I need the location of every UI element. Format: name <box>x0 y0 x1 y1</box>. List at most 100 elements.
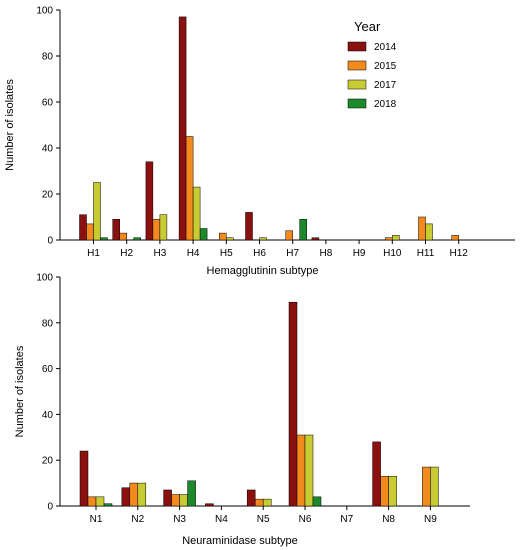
bar-2017-N5 <box>262 498 272 507</box>
bar-2015-H4 <box>185 136 194 241</box>
y-tick-label: 60 <box>42 364 54 375</box>
y-tick-label: 0 <box>47 502 53 513</box>
legend-label: 2015 <box>374 61 397 72</box>
bar-2017-H6 <box>259 237 267 241</box>
hemagglutinin-chart: 0 20 40 60 80 100 H1 H2 H3 H4 H5 H6 H7 H8 H9 H10 H11 H12 H… <box>4 6 515 277</box>
x-tick-label: H5 <box>220 248 233 259</box>
y-axis-title: Number of isolates <box>14 345 26 437</box>
x-tick-label: N6 <box>299 514 312 525</box>
bar-2015-N5 <box>254 498 264 507</box>
y-tick-label: 20 <box>42 190 54 201</box>
bar-2017-N6 <box>304 434 314 507</box>
legend-label: 2017 <box>374 80 397 91</box>
bar-2017-N1 <box>95 496 105 507</box>
bar-2017-H5 <box>226 237 234 241</box>
bar-2017-H11 <box>425 223 433 241</box>
x-tick-label: H9 <box>353 248 366 259</box>
bar-2014-H6 <box>245 212 253 241</box>
bar-2018-H2 <box>133 237 141 241</box>
y-axis-title: Number of isolates <box>4 79 16 171</box>
x-tick-label: H2 <box>120 248 133 259</box>
x-tick-label: N1 <box>90 514 103 525</box>
y-tick-label: 0 <box>47 236 53 247</box>
bar-2014-N4 <box>205 503 214 507</box>
bar-2014-N5 <box>246 489 256 507</box>
bar-2018-H4 <box>199 228 208 241</box>
bar-2017-H4 <box>192 186 201 241</box>
bar-2015-H10 <box>385 237 393 241</box>
y-tick-label: 100 <box>36 273 53 284</box>
bar-2014-N3 <box>163 489 172 507</box>
x-tick-label: N5 <box>257 514 270 525</box>
bar-2017-H1 <box>93 182 101 241</box>
bar-2017-H10 <box>392 235 400 241</box>
legend-swatch-2014 <box>347 41 367 52</box>
bar-2015-N6 <box>296 434 306 507</box>
y-tick-label: 60 <box>42 98 54 109</box>
bar-2014-N1 <box>79 450 89 507</box>
x-tick-label: N2 <box>131 514 144 525</box>
legend: Year 2014 2015 2017 2018 <box>347 19 397 110</box>
bar-2015-H2 <box>119 232 127 241</box>
bar-2015-H5 <box>219 232 227 241</box>
bar-2014-N6 <box>288 301 298 507</box>
legend-swatch-2015 <box>347 60 367 71</box>
bar-2015-N9 <box>422 466 431 507</box>
bar-2018-N1 <box>103 503 113 507</box>
y-tick-label: 80 <box>42 52 54 63</box>
bar-2015-H1 <box>86 223 94 241</box>
bar-2018-H7 <box>299 219 307 241</box>
x-axis-title: Hemagglutinin subtype <box>207 265 319 277</box>
bar-2014-H4 <box>178 16 187 241</box>
y-tick-label: 40 <box>42 144 54 155</box>
bar-2014-H8 <box>311 237 320 241</box>
bar-2017-N9 <box>430 466 439 507</box>
bar-2015-N3 <box>171 494 180 507</box>
x-tick-label: N9 <box>424 514 437 525</box>
y-tick-label: 40 <box>42 410 54 421</box>
y-tick-label: 100 <box>36 6 53 17</box>
bar-2014-H2 <box>112 219 120 241</box>
legend-swatch-2017 <box>347 79 367 90</box>
bar-2018-N6 <box>312 496 322 507</box>
bar-2014-H1 <box>79 214 87 241</box>
x-tick-label: H3 <box>154 248 167 259</box>
x-tick-label: N7 <box>340 514 353 525</box>
bar-2015-N8 <box>380 475 389 507</box>
x-tick-label: H10 <box>383 248 402 259</box>
bar-2015-N1 <box>87 496 97 507</box>
bar-2014-N8 <box>372 441 381 507</box>
legend-label: 2014 <box>374 42 397 53</box>
bar-2015-H12 <box>451 235 459 241</box>
bar-2015-H7 <box>285 230 293 241</box>
bar-2017-N8 <box>388 475 397 507</box>
bar-2015-N2 <box>129 482 139 507</box>
neuraminidase-chart: 0 20 40 60 80 100 N1 N2 N3 N4 N5 N6 N7 N8 N9 Neuraminid… <box>14 273 470 547</box>
bar-2015-H11 <box>418 216 426 241</box>
legend-label: 2018 <box>374 99 397 110</box>
x-tick-label: H6 <box>253 248 266 259</box>
x-tick-label: N8 <box>382 514 395 525</box>
x-axis-title: Neuraminidase subtype <box>182 535 298 547</box>
bar-2018-N3 <box>187 480 196 507</box>
legend-swatch-2018 <box>347 98 367 109</box>
y-tick-label: 20 <box>42 456 54 467</box>
bar-2014-H3 <box>145 161 154 241</box>
x-tick-label: N4 <box>215 514 228 525</box>
x-tick-label: N3 <box>173 514 186 525</box>
x-tick-label: H11 <box>417 248 435 259</box>
bar-2015-H3 <box>152 219 161 241</box>
x-tick-label: H7 <box>286 248 299 259</box>
x-tick-label: H4 <box>187 248 200 259</box>
bar-2018-H1 <box>100 237 108 241</box>
legend-title: Year <box>354 19 381 34</box>
y-tick-label: 80 <box>42 318 54 329</box>
bar-2014-N2 <box>121 487 131 507</box>
x-tick-label: H1 <box>87 248 100 259</box>
bar-2017-H3 <box>159 214 168 241</box>
bar-2017-N3 <box>179 494 188 507</box>
bar-2017-N2 <box>137 482 147 507</box>
x-tick-label: H12 <box>450 248 469 259</box>
x-tick-label: H8 <box>320 248 333 259</box>
